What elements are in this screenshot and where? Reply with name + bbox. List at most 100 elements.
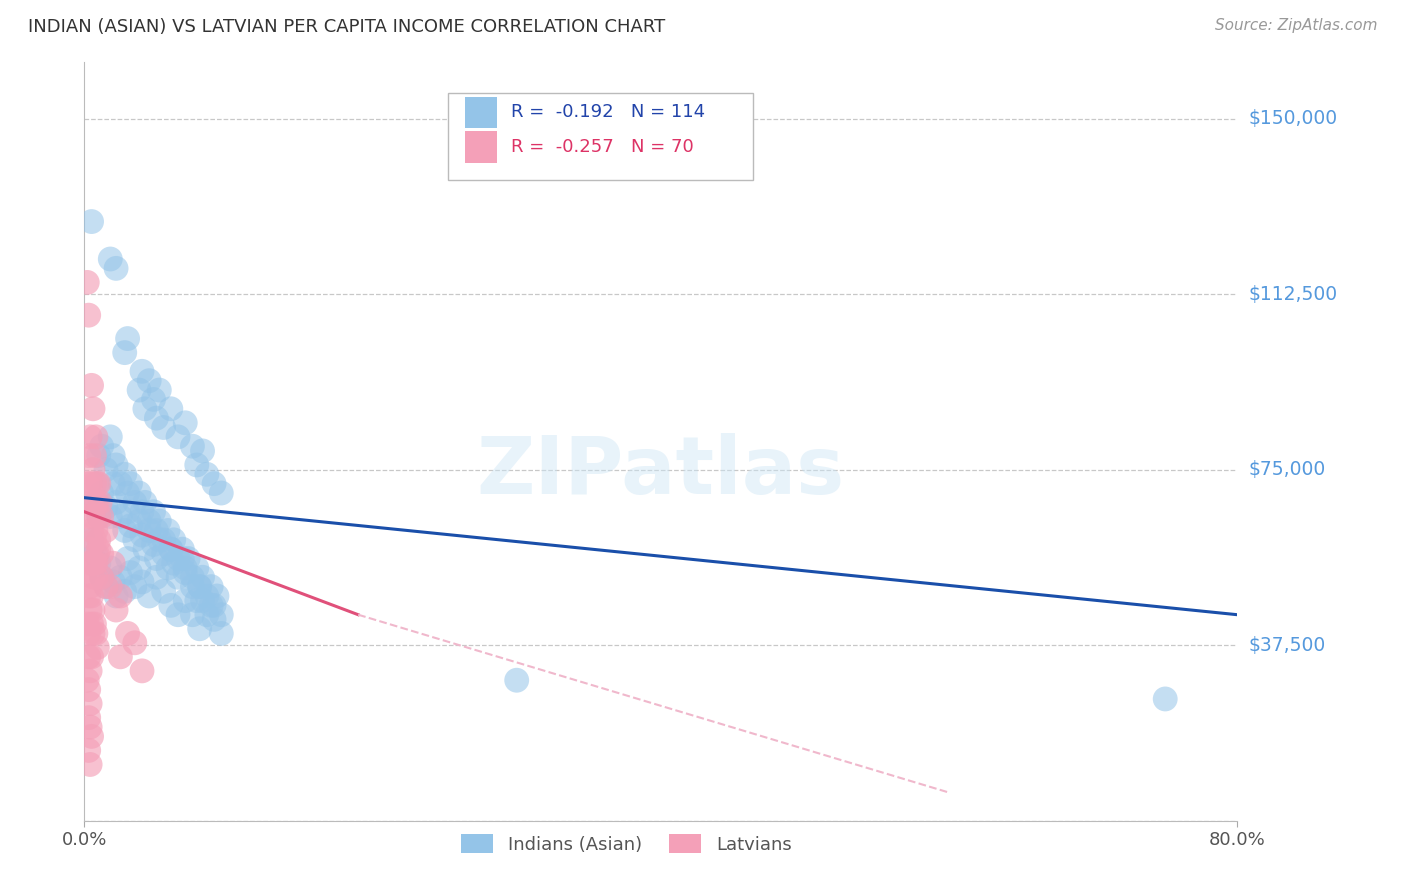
- Point: [84, 547, 107, 561]
- Point: [177, 551, 200, 566]
- Text: INDIAN (ASIAN) VS LATVIAN PER CAPITA INCOME CORRELATION CHART: INDIAN (ASIAN) VS LATVIAN PER CAPITA INC…: [28, 18, 665, 36]
- Point: [117, 332, 139, 346]
- Point: [84, 626, 107, 640]
- Point: [79, 542, 101, 557]
- Point: [152, 584, 174, 599]
- Point: [138, 374, 160, 388]
- Text: R =  -0.257   N = 70: R = -0.257 N = 70: [510, 138, 693, 156]
- Point: [86, 640, 108, 655]
- Point: [77, 649, 100, 664]
- Point: [98, 580, 121, 594]
- Point: [103, 574, 124, 589]
- Point: [163, 533, 186, 547]
- Point: [105, 495, 128, 509]
- Point: [167, 430, 190, 444]
- Point: [181, 607, 204, 622]
- Point: [79, 476, 101, 491]
- Point: [134, 495, 156, 509]
- Point: [90, 547, 112, 561]
- Bar: [465, 96, 498, 128]
- Point: [80, 533, 103, 547]
- Point: [131, 664, 153, 678]
- Point: [103, 449, 124, 463]
- Point: [209, 607, 232, 622]
- Point: [83, 617, 105, 632]
- Point: [191, 443, 214, 458]
- Point: [79, 697, 101, 711]
- Point: [84, 430, 107, 444]
- Point: [209, 486, 232, 500]
- Point: [103, 556, 124, 570]
- Point: [128, 486, 150, 500]
- Point: [82, 570, 104, 584]
- Point: [76, 617, 98, 632]
- Point: [80, 617, 103, 632]
- Point: [80, 378, 103, 392]
- Point: [120, 566, 142, 580]
- Point: [506, 673, 529, 688]
- Point: [76, 509, 98, 524]
- Point: [80, 495, 103, 509]
- Point: [84, 495, 107, 509]
- Point: [114, 584, 136, 599]
- Point: [1154, 692, 1177, 706]
- Point: [131, 528, 153, 542]
- Point: [87, 542, 110, 557]
- Point: [89, 495, 111, 509]
- Point: [84, 556, 107, 570]
- Point: [77, 743, 100, 757]
- Point: [145, 551, 167, 566]
- Point: [87, 509, 110, 524]
- Point: [134, 542, 156, 557]
- Point: [160, 542, 183, 557]
- Point: [202, 612, 225, 626]
- Point: [77, 556, 100, 570]
- Point: [131, 574, 153, 589]
- Point: [134, 401, 156, 416]
- Point: [145, 411, 167, 425]
- Point: [87, 449, 110, 463]
- Point: [80, 730, 103, 744]
- Point: [90, 570, 112, 584]
- Point: [138, 514, 160, 528]
- Point: [160, 401, 183, 416]
- Point: [186, 458, 208, 472]
- Point: [167, 570, 190, 584]
- Bar: [465, 131, 498, 163]
- Point: [90, 486, 112, 500]
- Point: [156, 561, 179, 575]
- Point: [200, 580, 222, 594]
- Legend: Indians (Asian), Latvians: Indians (Asian), Latvians: [454, 827, 799, 861]
- Point: [172, 551, 194, 566]
- Point: [94, 580, 117, 594]
- Point: [79, 720, 101, 734]
- Point: [86, 495, 108, 509]
- Point: [195, 607, 218, 622]
- Point: [117, 486, 139, 500]
- Text: $150,000: $150,000: [1249, 109, 1337, 128]
- Point: [174, 566, 197, 580]
- Point: [124, 580, 146, 594]
- Point: [117, 551, 139, 566]
- Point: [105, 261, 128, 276]
- Text: $37,500: $37,500: [1249, 636, 1326, 655]
- Point: [82, 462, 104, 476]
- Point: [160, 542, 183, 557]
- Point: [87, 556, 110, 570]
- Point: [83, 533, 105, 547]
- Point: [181, 580, 204, 594]
- Point: [79, 580, 101, 594]
- Point: [90, 439, 112, 453]
- Point: [86, 476, 108, 491]
- Point: [167, 551, 190, 566]
- Point: [94, 462, 117, 476]
- Point: [188, 622, 211, 636]
- Point: [120, 518, 142, 533]
- Text: ZIPatlas: ZIPatlas: [477, 433, 845, 511]
- Point: [98, 252, 121, 266]
- Point: [186, 593, 208, 607]
- Point: [87, 533, 110, 547]
- Point: [163, 556, 186, 570]
- Point: [86, 547, 108, 561]
- Point: [128, 561, 150, 575]
